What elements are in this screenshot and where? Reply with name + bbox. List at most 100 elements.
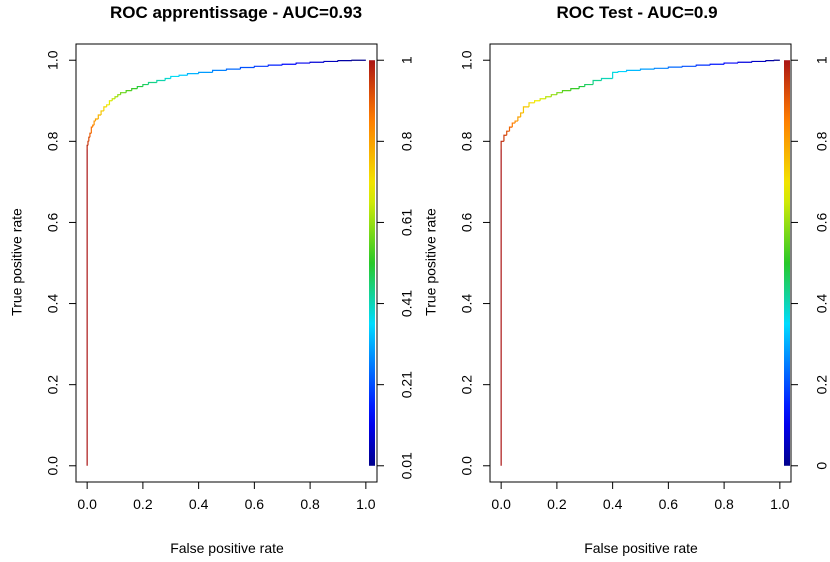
y-tick-label: 0.6 <box>459 213 475 233</box>
roc-curve-segment <box>737 61 752 64</box>
x-tick-label: 0.2 <box>547 496 567 512</box>
colorbar-tick-label: 0 <box>814 462 830 470</box>
colorbar-tick-label: 0.61 <box>399 209 415 236</box>
y-tick-label: 0.8 <box>459 131 475 151</box>
roc-curve-segment <box>337 60 352 62</box>
chart-panel-2: ROC Test - AUC=0.9 0.0 0.2 0.4 0.6 0.8 1.0 0.0 0… <box>423 3 830 556</box>
roc-curve-segment <box>625 69 641 72</box>
colorbar <box>784 60 790 466</box>
roc-curve-segment <box>88 136 90 142</box>
colorbar-tick-label: 0.8 <box>814 131 830 151</box>
roc-curve-segment <box>508 126 513 132</box>
roc-curve-segment <box>765 60 775 62</box>
roc-curve-segment <box>108 100 113 105</box>
roc-curve-segment <box>556 92 563 95</box>
roc-curve-segment <box>309 61 325 64</box>
colorbar-tick-label: 0.4 <box>814 294 830 314</box>
roc-curve-segment <box>111 98 116 101</box>
roc-curve-segment <box>520 112 524 117</box>
roc-curve-segment <box>617 70 627 73</box>
roc-curve-segment <box>170 75 180 79</box>
roc-curve-segment <box>106 104 110 107</box>
y-tick-label: 0.4 <box>459 294 475 314</box>
roc-curve-segment <box>506 130 510 136</box>
roc-curve-segment <box>281 63 297 66</box>
roc-curve-segment <box>667 66 683 69</box>
roc-curve-segment <box>539 98 546 101</box>
roc-curve-segment <box>528 102 535 107</box>
colorbar-tick-label: 0.8 <box>399 131 415 151</box>
colorbar-tick-label: 0.41 <box>399 290 415 317</box>
roc-curve-segment <box>125 90 132 93</box>
roc-curve-segment <box>239 66 255 70</box>
roc-curve-segment <box>164 77 171 81</box>
roc-curve-segment <box>178 74 188 77</box>
roc-curve-segment <box>709 63 725 66</box>
x-tick-label: 0.8 <box>300 496 320 512</box>
plot-frame <box>489 43 792 483</box>
roc-curve-segment <box>93 120 96 126</box>
roc-curve-segment <box>253 65 269 68</box>
roc-curve-segment <box>514 120 518 124</box>
roc-curve-segment <box>570 88 580 91</box>
roc-curve-segment <box>545 96 552 99</box>
x-tick-label: 0.0 <box>491 496 511 512</box>
roc-curve-segment <box>533 100 541 103</box>
roc-curve-segment <box>97 114 102 120</box>
roc-curve-segment <box>751 60 766 63</box>
x-tick-label: 0.6 <box>245 496 265 512</box>
roc-curve-segment <box>89 132 92 138</box>
plot-frame <box>75 43 378 483</box>
roc-curve-segment <box>503 134 507 142</box>
roc-curve-segment <box>117 94 121 97</box>
roc-curve-segment <box>87 140 89 146</box>
roc-curve-segment <box>142 83 149 87</box>
roc-curve-segment <box>131 88 138 91</box>
y-tick-label: 1.0 <box>45 50 61 70</box>
roc-curve-segment <box>198 71 213 74</box>
roc-curve-segment <box>94 118 99 122</box>
colorbar-tick-label: 1 <box>399 56 415 64</box>
x-tick-label: 0.4 <box>603 496 623 512</box>
x-tick-label: 0.6 <box>659 496 679 512</box>
roc-curve-segment <box>500 140 504 150</box>
y-tick-label: 0.6 <box>45 213 61 233</box>
roc-curve-segment <box>147 81 157 85</box>
roc-curve-segment <box>119 92 127 95</box>
roc-curve-segment <box>695 64 711 67</box>
x-axis-label: False positive rate <box>584 540 698 556</box>
colorbar-tick-label: 0.6 <box>814 213 830 233</box>
x-tick-label: 0.4 <box>189 496 209 512</box>
roc-curve-segment <box>681 65 697 68</box>
roc-curve-segment <box>517 116 521 122</box>
roc-curve-segment <box>211 69 227 73</box>
x-tick-label: 0.2 <box>133 496 153 512</box>
roc-curve-segment <box>92 124 95 128</box>
y-tick-label: 0.2 <box>45 375 61 395</box>
roc-curve-segment <box>522 106 530 113</box>
roc-curve-segment <box>653 67 669 70</box>
roc-curve-segment <box>723 62 739 65</box>
chart-panel-1: ROC apprentissage - AUC=0.93 0.0 0.2 0.4 0.6… <box>9 3 415 556</box>
roc-curve-segment <box>100 110 104 115</box>
roc-curve-segment <box>156 79 166 83</box>
roc-curve-segment <box>511 122 516 128</box>
x-axis-label: False positive rate <box>170 540 284 556</box>
roc-curve-segment <box>323 60 338 63</box>
roc-curve-segment <box>550 94 557 97</box>
colorbar-tick-label: 0.2 <box>814 375 830 395</box>
roc-curve-segment <box>578 85 585 89</box>
roc-curve-segment <box>86 144 88 150</box>
colorbar-tick-label: 0.21 <box>399 371 415 398</box>
roc-curve-segment <box>225 68 241 71</box>
chart-title: ROC Test - AUC=0.9 <box>556 3 717 22</box>
colorbar-tick-label: 1 <box>814 56 830 64</box>
roc-curve-segment <box>592 79 602 85</box>
y-tick-label: 0.0 <box>45 456 61 476</box>
y-axis-label: True positive rate <box>423 208 439 316</box>
roc-curve-segment <box>612 71 619 79</box>
roc-curve-segment <box>584 83 594 87</box>
roc-curve-segment <box>561 90 571 93</box>
roc-curve-segment <box>114 96 118 99</box>
